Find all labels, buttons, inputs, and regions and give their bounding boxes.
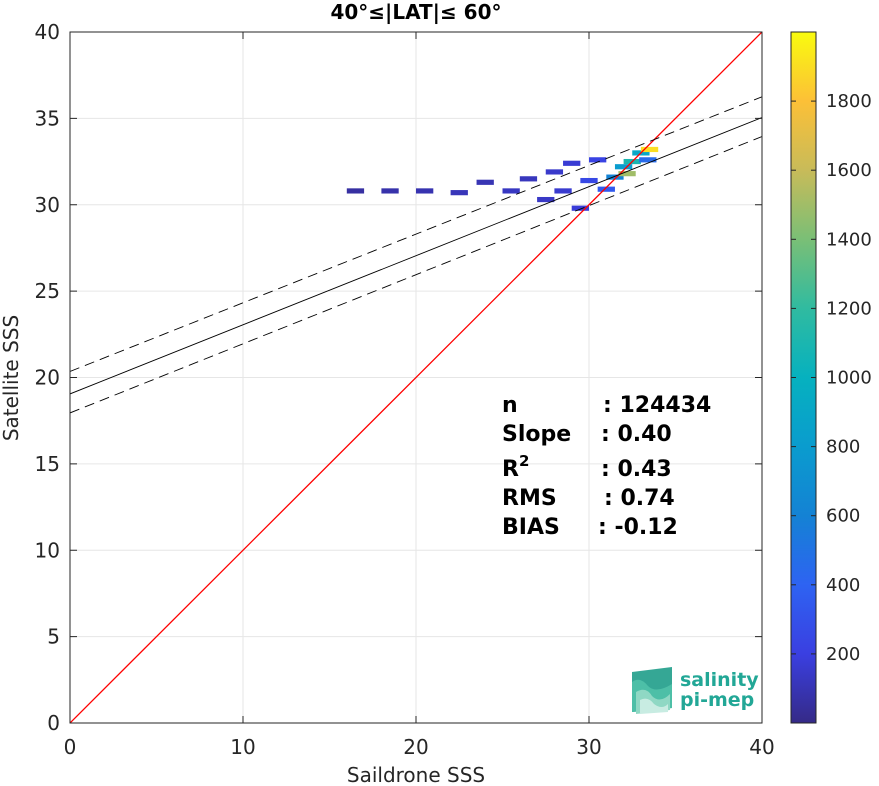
density-cell <box>606 174 624 180</box>
density-cell <box>476 179 494 185</box>
density-cell <box>597 186 615 192</box>
lower-bound-line <box>70 136 762 414</box>
y-axis-ticks: 0 5 10 15 20 25 30 35 40 <box>35 20 762 735</box>
colorbar-tick-label: 1600 <box>826 160 872 181</box>
chart-title: 40°≤|LAT|≤ 60° <box>330 0 501 24</box>
logo-line-1: salinity <box>680 669 759 691</box>
y-tick-label: 0 <box>47 711 60 735</box>
stat-value: : 0.40 <box>601 422 672 447</box>
density-cell <box>519 176 538 182</box>
colorbar-ticks: 200 400 600 800 1000 1200 1400 1600 1800 <box>791 91 872 665</box>
x-axis-label: Saildrone SSS <box>347 763 485 786</box>
x-tick-label: 40 <box>749 735 774 759</box>
colorbar-tick-label: 800 <box>826 437 860 458</box>
colorbar-tick-label: 1000 <box>826 368 872 389</box>
stat-key: BIAS <box>502 515 560 540</box>
density-cell <box>502 188 520 194</box>
y-tick-label: 5 <box>47 625 60 649</box>
stat-key: RMS <box>502 486 557 511</box>
density-cell <box>571 205 589 211</box>
one-to-one-line <box>70 32 762 723</box>
colorbar-tick-label: 1800 <box>826 91 872 112</box>
density-cell <box>618 171 636 177</box>
x-tick-label: 20 <box>403 735 428 759</box>
colorbar-tick-label: 400 <box>826 575 860 596</box>
density-cell <box>537 196 555 203</box>
density-cell <box>580 177 598 184</box>
density-cell <box>545 169 564 175</box>
y-tick-label: 15 <box>35 452 60 476</box>
colorbar-tick-label: 600 <box>826 506 860 527</box>
stat-key: R2 <box>502 452 529 482</box>
y-tick-label: 10 <box>35 538 60 562</box>
upper-bound-line <box>70 96 762 372</box>
reference-lines <box>70 32 762 723</box>
density-cell <box>416 188 434 194</box>
stat-value: : 0.74 <box>604 486 675 511</box>
density-cell <box>563 160 581 166</box>
density-cell <box>640 146 659 153</box>
y-tick-label: 35 <box>35 106 60 130</box>
x-tick-label: 30 <box>576 735 601 759</box>
x-tick-label: 10 <box>230 735 255 759</box>
density-cell <box>589 157 607 163</box>
density-cell <box>381 188 399 194</box>
colorbar-tick-label: 200 <box>826 644 860 665</box>
density-cell <box>346 188 365 194</box>
salinity-pi-mep-logo: salinity pi-mep <box>632 667 759 714</box>
stat-key: n <box>502 393 518 418</box>
stat-key: Slope <box>502 422 571 447</box>
x-tick-label: 0 <box>64 735 77 759</box>
logo-line-2: pi-mep <box>680 689 754 711</box>
y-tick-label: 40 <box>35 20 60 44</box>
stat-key-superscript: 2 <box>519 452 529 470</box>
stats-panel: n : 124434 Slope : 0.40 R2 : 0.43 RMS : 0.74 BIA… <box>502 393 711 540</box>
y-axis-label: Satellite SSS <box>0 315 23 441</box>
stat-value: : 124434 <box>603 393 711 418</box>
stat-value: : -0.12 <box>598 515 678 540</box>
colorbar-tick-label: 1200 <box>826 298 872 319</box>
y-tick-label: 30 <box>35 193 60 217</box>
x-axis-ticks: 0 10 20 30 40 <box>64 32 775 759</box>
colorbar-tick-label: 1400 <box>826 229 872 250</box>
y-tick-label: 25 <box>35 279 60 303</box>
density-cell <box>450 190 468 196</box>
density-cell <box>554 188 572 194</box>
regression-fit-line <box>70 117 762 395</box>
y-tick-label: 20 <box>35 366 60 390</box>
density-cell <box>639 157 657 163</box>
wave-icon <box>632 667 672 714</box>
stat-value: : 0.43 <box>601 457 672 482</box>
density-cell <box>614 164 633 170</box>
